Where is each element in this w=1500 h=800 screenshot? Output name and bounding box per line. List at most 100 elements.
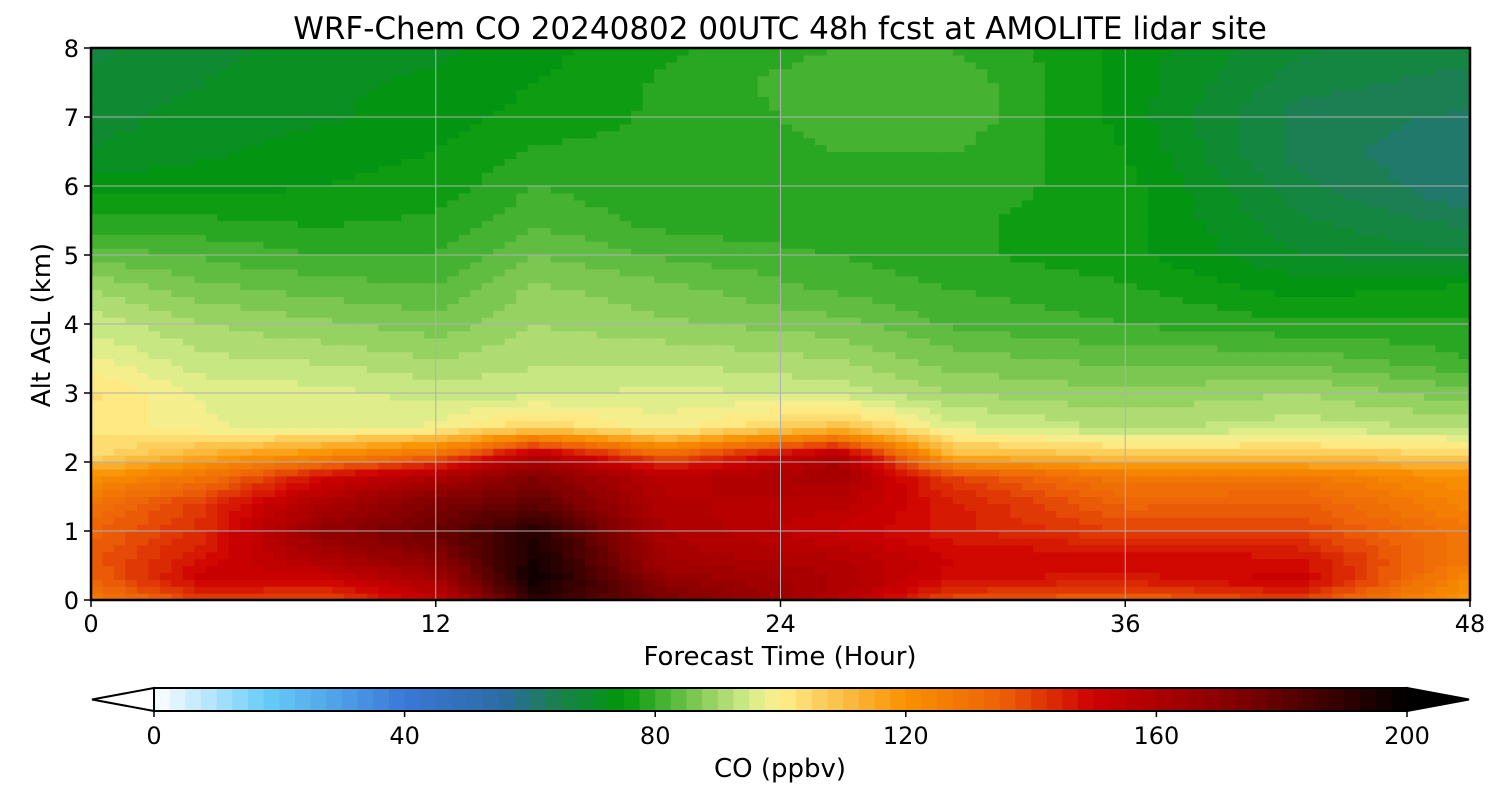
heatmap-cell: [297, 317, 310, 325]
heatmap-cell: [665, 475, 678, 484]
heatmap-cell: [309, 468, 322, 477]
heatmap-cell: [447, 503, 460, 511]
heatmap-cell: [1148, 572, 1161, 580]
heatmap-cell: [320, 386, 333, 394]
heatmap-cell: [1148, 427, 1161, 435]
heatmap-cell: [424, 482, 437, 491]
heatmap-cell: [1378, 593, 1391, 601]
heatmap-cell: [1355, 317, 1368, 325]
heatmap-cell: [573, 593, 586, 601]
heatmap-cell: [1021, 517, 1034, 525]
heatmap-cell: [665, 482, 678, 491]
heatmap-cell: [849, 372, 862, 380]
heatmap-cell: [378, 579, 391, 587]
heatmap-cell: [1194, 496, 1207, 504]
heatmap-cell: [240, 337, 253, 346]
heatmap-cell: [148, 427, 161, 435]
heatmap-cell: [1194, 393, 1207, 401]
heatmap-cell: [677, 399, 690, 408]
heatmap-cell: [1194, 420, 1207, 429]
heatmap-cell: [389, 537, 402, 546]
heatmap-cell: [1021, 413, 1034, 422]
heatmap-cell: [895, 358, 908, 366]
heatmap-cell: [826, 496, 839, 504]
heatmap-cell: [378, 524, 391, 532]
heatmap-cell: [205, 434, 219, 442]
heatmap-cell: [378, 358, 391, 366]
heatmap-cell: [998, 420, 1011, 429]
heatmap-cell: [148, 420, 161, 429]
heatmap-cell: [539, 531, 552, 539]
heatmap-cell: [1033, 413, 1046, 422]
heatmap-cell: [1159, 496, 1172, 504]
heatmap-cell: [424, 489, 437, 498]
heatmap-cell: [906, 337, 919, 346]
heatmap-cell: [1228, 517, 1241, 525]
heatmap-cell: [1389, 524, 1402, 532]
heatmap-cell: [217, 462, 230, 470]
heatmap-cell: [849, 593, 862, 601]
heatmap-cell: [1458, 558, 1471, 567]
heatmap-cell: [757, 544, 770, 553]
heatmap-cell: [665, 544, 678, 553]
heatmap-cell: [539, 427, 552, 435]
heatmap-cell: [642, 524, 655, 532]
heatmap-cell: [217, 468, 230, 477]
heatmap-cell: [136, 468, 150, 477]
heatmap-cell: [1401, 427, 1414, 435]
heatmap-cell: [895, 406, 908, 415]
heatmap-cell: [918, 337, 931, 346]
heatmap-cell: [1458, 372, 1471, 380]
heatmap-cell: [677, 379, 690, 387]
heatmap-cell: [1366, 427, 1379, 435]
heatmap-cell: [527, 496, 540, 504]
heatmap-cell: [929, 468, 942, 477]
heatmap-cell: [171, 310, 184, 318]
heatmap-cell: [217, 503, 230, 511]
heatmap-cell: [493, 531, 506, 539]
heatmap-cell: [562, 565, 575, 573]
heatmap-cell: [274, 517, 287, 525]
heatmap-cell: [573, 572, 586, 580]
heatmap-cell: [1033, 386, 1046, 394]
heatmap-cell: [493, 475, 506, 484]
heatmap-cell: [573, 524, 586, 532]
heatmap-cell: [113, 330, 127, 339]
heatmap-cell: [1056, 448, 1069, 456]
heatmap-cell: [1263, 365, 1276, 373]
heatmap-cell: [860, 531, 874, 539]
heatmap-cell: [263, 310, 276, 318]
heatmap-cell: [814, 393, 828, 401]
heatmap-cell: [1274, 330, 1287, 339]
heatmap-cell: [814, 482, 828, 491]
heatmap-cell: [1090, 448, 1103, 456]
heatmap-cell: [1044, 475, 1057, 484]
heatmap-cell: [895, 462, 908, 470]
heatmap-cell: [550, 586, 563, 594]
heatmap-cell: [849, 337, 862, 346]
heatmap-cell: [1159, 482, 1172, 491]
heatmap-cell: [987, 434, 1000, 442]
heatmap-cell: [424, 330, 437, 339]
heatmap-cell: [1274, 393, 1287, 401]
heatmap-cell: [1447, 558, 1460, 567]
heatmap-cell: [1297, 413, 1310, 422]
heatmap-cell: [481, 489, 494, 498]
heatmap-cell: [1102, 496, 1115, 504]
heatmap-cell: [228, 344, 241, 353]
heatmap-cell: [527, 510, 540, 518]
heatmap-cell: [309, 372, 322, 380]
heatmap-cell: [493, 537, 506, 546]
heatmap-cell: [734, 420, 747, 429]
heatmap-cell: [1182, 551, 1195, 560]
heatmap-cell: [826, 434, 839, 442]
heatmap-cell: [263, 330, 276, 339]
heatmap-cell: [1056, 544, 1069, 553]
heatmap-cell: [286, 358, 299, 366]
heatmap-cell: [424, 420, 437, 429]
heatmap-cell: [148, 399, 161, 408]
heatmap-cell: [746, 558, 759, 567]
heatmap-cell: [677, 324, 690, 332]
heatmap-cell: [366, 586, 379, 594]
heatmap-cell: [240, 475, 253, 484]
